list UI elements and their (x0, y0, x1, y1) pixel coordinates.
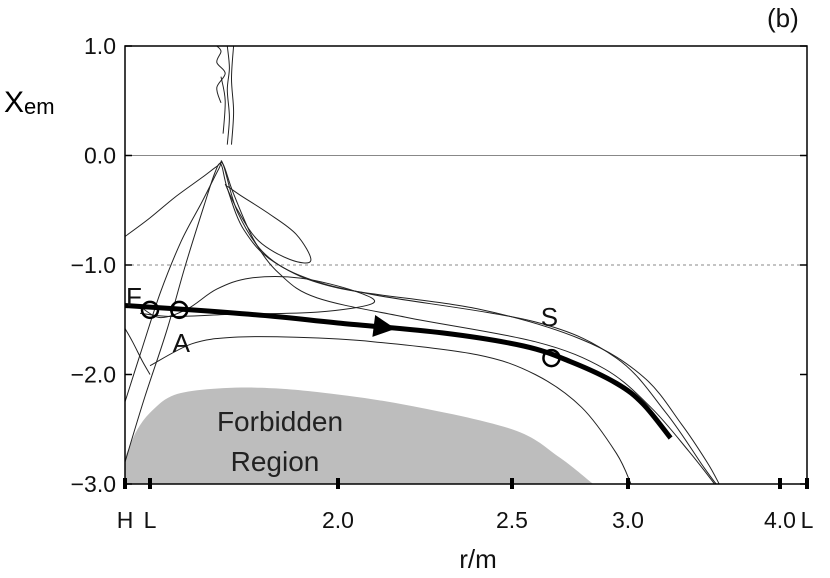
x-tick-label-4: 3.0 (612, 507, 644, 533)
point-label-S: S (541, 302, 558, 332)
x-tick-label-2: 2.0 (322, 507, 354, 533)
trajectory-line (124, 303, 673, 440)
y-tick-label-1: 0.0 (84, 143, 116, 169)
x-tick-label-1: L (144, 507, 157, 533)
x-axis-ticks: H L 2.0 2.5 3.0 4.0 L (117, 478, 814, 533)
separatrix-curve-10 (230, 45, 235, 145)
x-tick-label-6: L (801, 507, 814, 533)
separatrix-curve-6 (149, 336, 632, 485)
trajectory-layer (124, 303, 673, 440)
y-axis-title-main: X (4, 86, 24, 119)
y-axis-title-sub: em (24, 94, 55, 119)
x-tick-label-3: 2.5 (496, 507, 528, 533)
region-label-line2: Region (231, 446, 320, 477)
separatrix-curve-9 (220, 76, 226, 134)
separatrix-curve-3 (139, 276, 375, 319)
point-label-A: A (173, 328, 191, 358)
x-tick-label-0: H (117, 507, 134, 533)
point-marker-0 (140, 300, 160, 320)
y-tick-label-0: 1.0 (84, 33, 116, 59)
y-tick-label-4: −3.0 (71, 471, 116, 497)
point-marker-3 (542, 348, 561, 368)
marked-points: F A S (126, 282, 561, 368)
y-tick-label-3: −2.0 (71, 362, 116, 388)
x-tick-label-5: 4.0 (764, 507, 796, 533)
trajectory-arrow (372, 315, 396, 337)
x-axis-title: r/m (459, 544, 497, 574)
y-tick-label-2: −1.0 (71, 252, 116, 278)
separatrix-curve-7 (216, 45, 226, 104)
forbidden-region-layer (124, 387, 594, 484)
y-axis-ticks: 1.0 0.0 −1.0 −2.0 −3.0 (71, 33, 807, 497)
separatrix-curve-8 (226, 45, 230, 145)
reference-lines (125, 155, 807, 266)
separatrix-curve-1 (124, 161, 715, 485)
panel-label: (b) (767, 3, 799, 33)
point-label-F: F (126, 282, 142, 312)
separatrix-curve-4 (224, 183, 312, 264)
y-axis-title: Xem (4, 86, 55, 119)
separatrix-curve-5 (124, 328, 151, 375)
point-marker-1 (169, 300, 189, 320)
separatrix-curve-0 (124, 163, 720, 485)
region-label-line1: Forbidden (217, 406, 343, 437)
separatrix-curves (124, 45, 720, 485)
forbidden-region (124, 387, 594, 484)
separatrix-curve-2 (124, 160, 717, 485)
